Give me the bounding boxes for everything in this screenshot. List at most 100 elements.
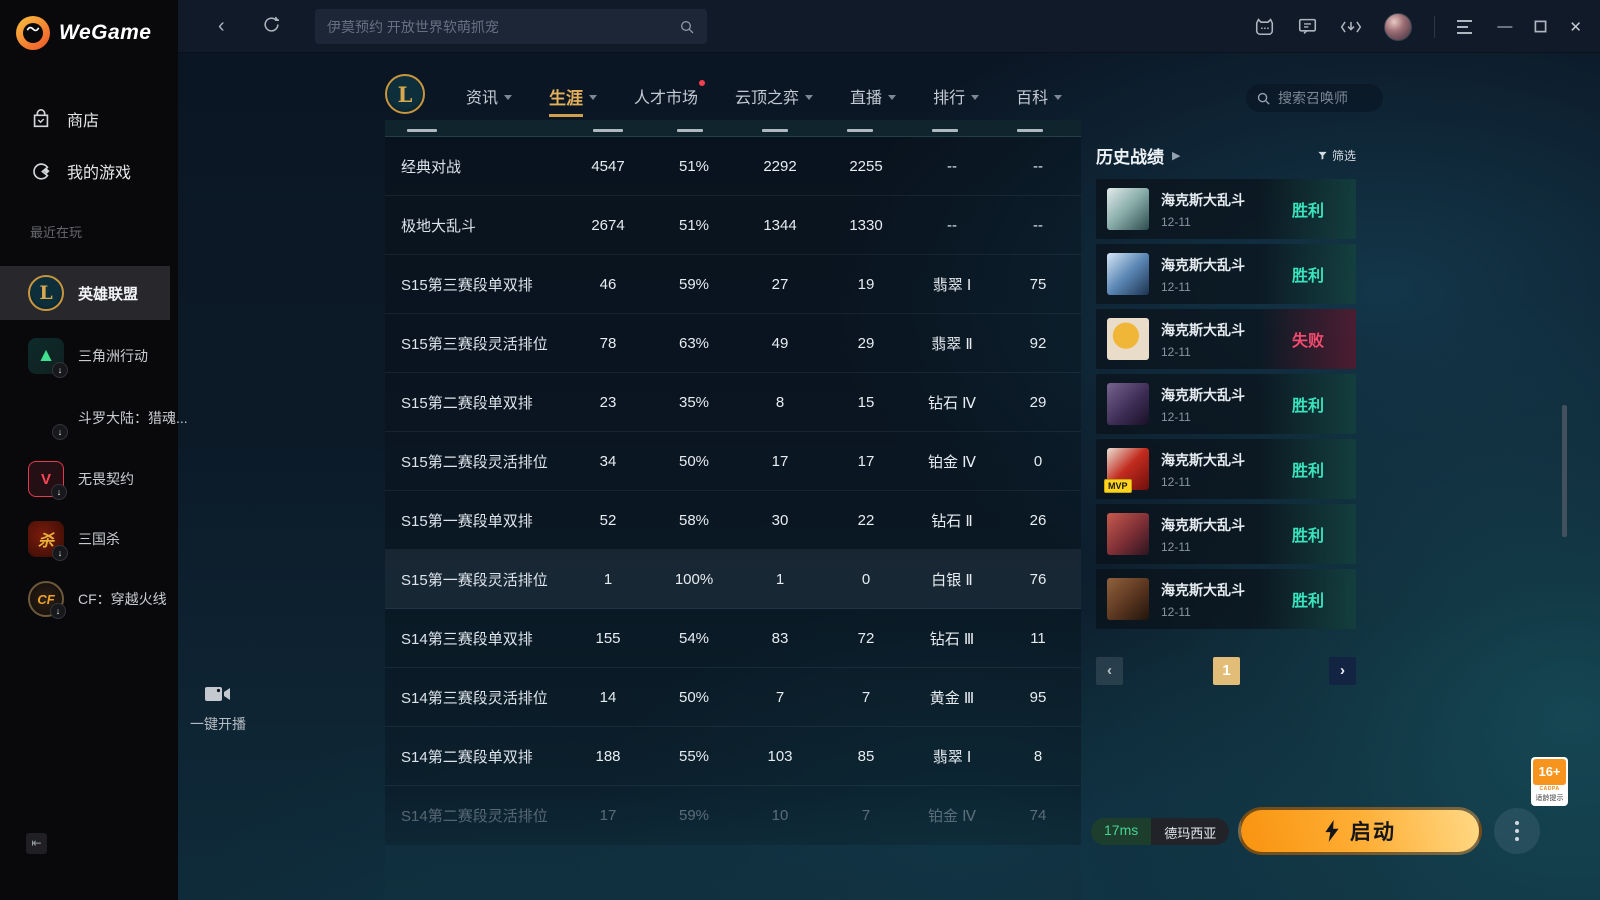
- more-options-button[interactable]: [1494, 808, 1540, 854]
- launch-button[interactable]: 启动: [1238, 807, 1482, 855]
- user-avatar[interactable]: [1384, 12, 1413, 41]
- sidebar-game-valorant[interactable]: V ↓ 无畏契约: [0, 461, 178, 500]
- server-ping[interactable]: 17ms 德玛西亚: [1091, 818, 1230, 845]
- table-header-clipped: [385, 120, 1081, 137]
- nav-tab-talent-market[interactable]: 人才市场: [634, 80, 706, 108]
- sidebar-game-douluo[interactable]: ↓ 斗罗大陆：猎魂...: [0, 400, 188, 440]
- summoner-search[interactable]: [1246, 84, 1383, 112]
- age-rating-badge: 16+ CADPA 适龄提示: [1531, 757, 1568, 806]
- close-button[interactable]: ✕: [1569, 18, 1582, 36]
- chevron-down-icon: [805, 94, 814, 100]
- nav-tab-career[interactable]: 生涯: [549, 84, 598, 117]
- nav-tab-live[interactable]: 直播: [850, 84, 897, 108]
- sidebar-game-crossfire[interactable]: CF ↓ CF：穿越火线: [0, 581, 178, 619]
- table-row[interactable]: S15第三赛段单双排 46 59% 27 19 翡翠 Ⅰ 75: [385, 255, 1081, 314]
- match-card[interactable]: 海克斯大乱斗 12-11 胜利: [1096, 374, 1356, 434]
- main-menu-icon[interactable]: [1457, 19, 1475, 34]
- one-click-stream[interactable]: 一键开播: [190, 684, 246, 734]
- match-result-badge: 胜利: [1260, 179, 1356, 239]
- sidebar-game-delta-force[interactable]: ▲ ↓ 三角洲行动: [0, 338, 178, 378]
- sidebar-item-label: 我的游戏: [67, 165, 132, 182]
- match-card[interactable]: 海克斯大乱斗 12-11 胜利: [1096, 244, 1356, 304]
- table-row[interactable]: 极地大乱斗 2674 51% 1344 1330 -- --: [385, 196, 1081, 255]
- chevron-down-icon: [888, 94, 897, 100]
- refresh-button[interactable]: [262, 15, 281, 39]
- funnel-icon: [1318, 151, 1327, 160]
- messages-icon[interactable]: [1297, 17, 1318, 36]
- sidebar-game-lol[interactable]: L 英雄联盟: [0, 266, 170, 320]
- table-row[interactable]: S15第二赛段单双排 23 35% 8 15 钻石 Ⅳ 29: [385, 373, 1081, 432]
- nav-tab-wiki[interactable]: 百科: [1016, 84, 1063, 108]
- champion-avatar: MVP: [1104, 448, 1149, 493]
- table-row[interactable]: S15第一赛段单双排 52 58% 30 22 钻石 Ⅱ 26: [385, 491, 1081, 550]
- store-bag-icon: [33, 109, 49, 128]
- match-card[interactable]: 海克斯大乱斗 12-11 胜利: [1096, 504, 1356, 564]
- table-row[interactable]: S14第三赛段灵活排位 14 50% 7 7 黄金 Ⅲ 95: [385, 668, 1081, 727]
- download-badge-icon: ↓: [52, 362, 68, 378]
- match-card[interactable]: 海克斯大乱斗 12-11 胜利: [1096, 179, 1356, 239]
- summoner-search-input[interactable]: [1278, 90, 1373, 106]
- table-row[interactable]: S14第二赛段灵活排位 17 59% 10 7 铂金 Ⅳ 74: [401, 807, 1047, 825]
- match-card[interactable]: MVP 海克斯大乱斗 12-11 胜利: [1096, 439, 1356, 499]
- filter-button[interactable]: 筛选: [1317, 147, 1356, 164]
- download-manager-icon[interactable]: [1340, 18, 1362, 36]
- server-name: 德玛西亚: [1151, 818, 1230, 845]
- sidebar-collapse-button[interactable]: ⇤: [26, 833, 47, 854]
- match-history-title[interactable]: 历史战绩 ▶: [1096, 148, 1181, 167]
- sidebar-item-store[interactable]: 商店: [0, 99, 178, 139]
- lightning-bolt-icon: [1325, 820, 1339, 842]
- table-row-highlighted[interactable]: S15第一赛段灵活排位 1 100% 1 0 白银 Ⅱ 76: [385, 550, 1081, 609]
- pagination-next-button[interactable]: ›: [1329, 657, 1356, 685]
- match-result-badge: 胜利: [1260, 374, 1356, 434]
- match-result-badge: 失败: [1260, 309, 1356, 369]
- table-row[interactable]: 经典对战 4547 51% 2292 2255 -- --: [385, 137, 1081, 196]
- titlebar-divider: [1434, 15, 1436, 38]
- champion-avatar: [1107, 318, 1149, 360]
- match-history-panel: 历史战绩 ▶ 筛选 海克斯大乱斗 12-11 胜利 海克斯大乱斗 12-11 胜利: [1096, 143, 1356, 634]
- chevron-down-icon: [1054, 94, 1063, 100]
- nav-tab-news[interactable]: 资讯: [466, 84, 513, 108]
- match-card[interactable]: 海克斯大乱斗 12-11 失败: [1096, 309, 1356, 369]
- ping-value: 17ms: [1091, 818, 1152, 845]
- nav-tab-ranking[interactable]: 排行: [933, 84, 980, 108]
- video-camera-icon: [204, 684, 246, 709]
- wegame-logo-text: WeGame: [59, 21, 152, 44]
- assistant-cat-icon[interactable]: [1254, 17, 1275, 36]
- chevron-right-icon: ▶: [1172, 150, 1181, 162]
- pagination-prev-button[interactable]: ‹: [1096, 657, 1123, 685]
- douluo-game-icon: ↓: [28, 400, 68, 440]
- pagination-page-1[interactable]: 1: [1213, 657, 1240, 685]
- global-search-input[interactable]: [327, 18, 679, 35]
- chevron-down-icon: [504, 94, 513, 100]
- global-search[interactable]: [315, 9, 707, 44]
- chevron-down-icon: [971, 94, 980, 100]
- search-icon[interactable]: [679, 19, 695, 35]
- sidebar-game-sanguosha[interactable]: 杀 ↓ 三国杀: [0, 521, 178, 561]
- lol-header-logo[interactable]: L: [385, 74, 425, 114]
- champion-avatar: [1107, 383, 1149, 425]
- back-button[interactable]: ‹: [218, 15, 225, 37]
- table-row[interactable]: S14第三赛段单双排 155 54% 83 72 钻石 Ⅲ 11: [385, 609, 1081, 668]
- match-result-badge: 胜利: [1260, 569, 1356, 629]
- history-pagination: ‹ 1 ›: [1096, 657, 1356, 685]
- sidebar-item-label: 商店: [67, 113, 100, 130]
- sidebar-item-my-games[interactable]: 我的游戏: [0, 151, 178, 191]
- scrollbar-thumb[interactable]: [1562, 405, 1567, 537]
- minimize-button[interactable]: —: [1497, 18, 1513, 35]
- download-badge-icon: ↓: [51, 484, 67, 500]
- match-result-badge: 胜利: [1260, 504, 1356, 564]
- champion-avatar: [1107, 253, 1149, 295]
- maximize-button[interactable]: [1534, 20, 1547, 33]
- download-badge-icon: ↓: [50, 603, 66, 619]
- match-result-badge: 胜利: [1260, 439, 1356, 499]
- sidebar: WeGame 商店 我的游戏 最近在玩 L 英雄联盟 ▲↓ 三角洲行动 ↓ 斗罗…: [0, 0, 188, 900]
- recent-section-label: 最近在玩: [30, 225, 83, 240]
- wegame-logo: WeGame: [16, 16, 152, 50]
- nav-tab-tft[interactable]: 云顶之弈: [735, 84, 814, 108]
- my-games-icon: [33, 163, 50, 180]
- match-card[interactable]: 海克斯大乱斗 12-11 胜利: [1096, 569, 1356, 629]
- table-row[interactable]: S15第三赛段灵活排位 78 63% 49 29 翡翠 Ⅱ 92: [385, 314, 1081, 373]
